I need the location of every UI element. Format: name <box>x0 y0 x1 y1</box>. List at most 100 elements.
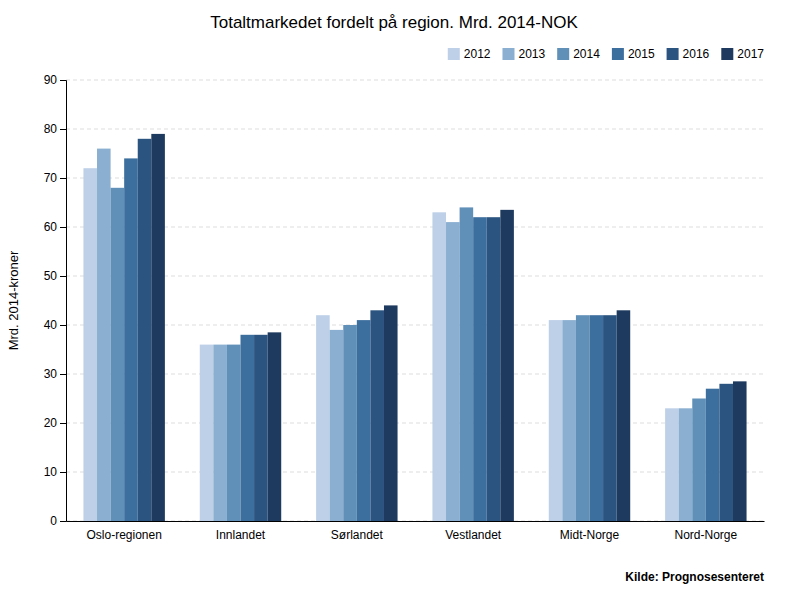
legend-label: 2014 <box>573 47 600 61</box>
y-tick-mark <box>60 374 66 375</box>
y-tick: 20 <box>44 416 66 430</box>
bars <box>83 134 746 521</box>
bar <box>562 320 576 521</box>
chart: Totaltmarkedet fordelt på region. Mrd. 2… <box>0 0 788 591</box>
bar-series <box>111 188 706 521</box>
grid-line <box>66 178 764 179</box>
legend-item: 2012 <box>448 47 491 61</box>
grid-line <box>66 374 764 375</box>
grid-line <box>66 80 764 81</box>
y-tick: 70 <box>44 171 66 185</box>
y-tick-mark <box>60 423 66 424</box>
x-tick: Vestlandet <box>445 528 502 542</box>
bar <box>151 134 165 521</box>
legend-swatch <box>721 48 733 60</box>
grid-line <box>66 325 764 326</box>
y-tick: 30 <box>44 367 66 381</box>
x-tick: Midt-Norge <box>560 528 620 542</box>
y-tick: 50 <box>44 269 66 283</box>
bar <box>706 389 720 521</box>
x-tick-label: Sørlandet <box>331 528 384 542</box>
bar <box>316 315 330 521</box>
y-tick-mark <box>60 521 66 522</box>
bar <box>733 381 747 521</box>
y-axis: 0 10 20 30 40 50 60 70 80 90 <box>44 73 67 528</box>
bar <box>227 345 241 521</box>
bar <box>268 332 282 521</box>
bar <box>241 335 255 521</box>
grid-line <box>66 472 764 473</box>
y-tick: 80 <box>44 122 66 136</box>
legend-swatch <box>612 48 624 60</box>
y-tick-mark <box>60 325 66 326</box>
x-tick: Sørlandet <box>331 528 384 542</box>
bar <box>487 217 501 521</box>
y-tick-mark <box>60 178 66 179</box>
bar <box>460 207 474 521</box>
legend-item: 2013 <box>502 47 545 61</box>
title: Totaltmarkedet fordelt på region. Mrd. 2… <box>210 13 578 32</box>
x-tick: Nord-Norge <box>674 528 737 542</box>
legend-label: 2016 <box>683 47 710 61</box>
annotation: Kilde: Prognosesenteret <box>625 570 764 584</box>
bar <box>357 320 371 521</box>
plot: 0 10 20 30 40 50 60 70 80 90 Oslo-regionen Innlande… <box>44 73 765 541</box>
y-tick: 0 <box>50 514 66 528</box>
y-tick-label: 50 <box>44 269 58 283</box>
grid <box>66 80 764 521</box>
bar <box>500 210 514 521</box>
bar <box>617 310 631 521</box>
grid-line <box>66 276 764 277</box>
y-tick: 60 <box>44 220 66 234</box>
x-tick-label: Midt-Norge <box>560 528 620 542</box>
bar <box>254 335 268 521</box>
legend-swatch <box>557 48 569 60</box>
x-tick-label: Vestlandet <box>445 528 502 542</box>
bar <box>590 315 604 521</box>
x-tick: Innlandet <box>216 528 266 542</box>
bar-series <box>124 158 719 521</box>
y-tick: 10 <box>44 465 66 479</box>
y-tick-label: 30 <box>44 367 58 381</box>
legend-swatch <box>502 48 514 60</box>
bar <box>124 158 138 521</box>
bar <box>665 408 679 521</box>
y-tick-mark <box>60 472 66 473</box>
y-tick-mark <box>60 227 66 228</box>
legend-swatch <box>448 48 460 60</box>
x-axis: Oslo-regionen Innlandet Sørlandet Vestlande… <box>67 522 765 542</box>
legend-item: 2016 <box>667 47 710 61</box>
bar <box>473 217 487 521</box>
y-tick-label: 90 <box>44 73 58 87</box>
x-tick: Oslo-regionen <box>86 528 161 542</box>
grid-line <box>66 227 764 228</box>
y-tick-mark <box>60 80 66 81</box>
y-tick-label: 10 <box>44 465 58 479</box>
legend-label: 2013 <box>518 47 545 61</box>
legend-label: 2012 <box>464 47 491 61</box>
legend: 201220132014201520162017 <box>448 47 765 61</box>
x-axis-line <box>67 521 765 522</box>
y-tick-label: 70 <box>44 171 58 185</box>
x-tick-label: Nord-Norge <box>674 528 737 542</box>
bar <box>549 320 563 521</box>
bar <box>576 315 590 521</box>
y-axis-line <box>60 81 67 522</box>
bar <box>138 139 152 521</box>
legend-item: 2017 <box>721 47 764 61</box>
y-tick-label: 40 <box>44 318 58 332</box>
y-tick-label: 20 <box>44 416 58 430</box>
y-tick-label: 0 <box>50 514 57 528</box>
bar <box>384 305 398 521</box>
legend-swatch <box>667 48 679 60</box>
grid-line <box>66 521 764 522</box>
bar-series <box>83 168 678 521</box>
bar <box>446 222 460 521</box>
y-tick: 90 <box>44 73 66 87</box>
bar <box>603 315 617 521</box>
bar <box>432 212 446 521</box>
bar <box>692 399 706 522</box>
bar-series <box>151 134 746 521</box>
bar <box>679 408 693 521</box>
y-tick-mark <box>60 276 66 277</box>
